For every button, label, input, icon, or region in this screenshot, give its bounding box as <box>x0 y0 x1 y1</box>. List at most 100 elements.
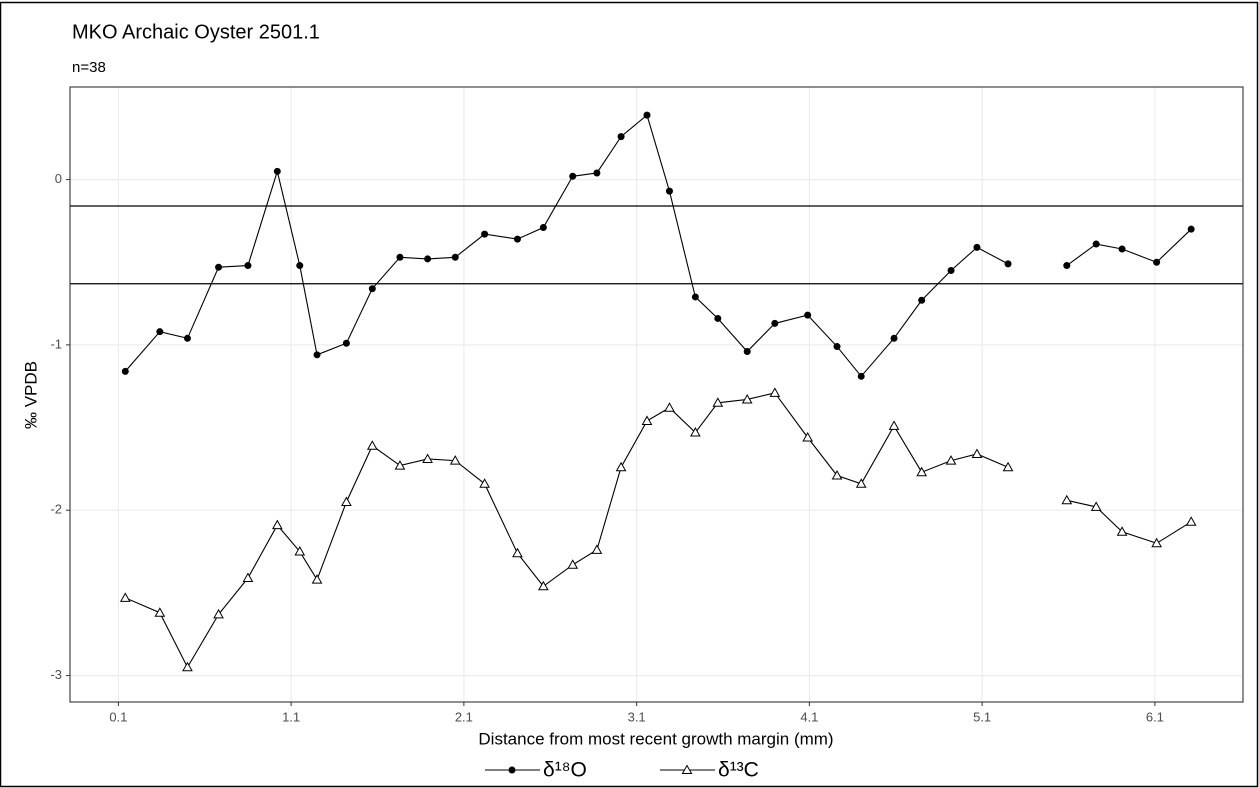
x-tick-label: 1.1 <box>282 709 300 724</box>
legend-marker <box>508 766 516 774</box>
point <box>213 608 224 619</box>
point <box>831 469 843 480</box>
point <box>714 314 722 322</box>
point <box>617 133 625 141</box>
point <box>156 328 164 336</box>
point <box>449 455 461 465</box>
point <box>691 293 699 301</box>
point <box>182 661 193 672</box>
point <box>741 393 753 404</box>
point <box>591 544 603 554</box>
point <box>183 334 191 342</box>
point <box>641 415 653 425</box>
point <box>664 402 675 412</box>
point <box>1153 258 1161 266</box>
point <box>712 397 724 407</box>
y-tick-label: -3 <box>50 667 62 682</box>
point <box>479 478 490 488</box>
x-tick-label: 6.1 <box>1146 709 1164 724</box>
point <box>1002 461 1014 472</box>
point <box>1187 225 1195 233</box>
legend-label: δ¹⁸O <box>543 759 587 782</box>
point <box>1092 240 1100 248</box>
point <box>802 431 814 442</box>
point <box>743 348 751 356</box>
legend-item: δ¹³C <box>660 759 759 782</box>
point <box>273 167 281 175</box>
point <box>593 169 601 177</box>
point <box>567 559 579 569</box>
point <box>569 172 577 180</box>
point <box>1063 262 1071 270</box>
point <box>888 420 900 430</box>
point <box>313 351 321 359</box>
y-axis-label: ‰ VPDB <box>21 361 40 429</box>
point <box>643 111 651 119</box>
point <box>537 580 549 591</box>
point <box>539 224 547 232</box>
point <box>396 253 404 261</box>
x-tick-label: 4.1 <box>800 709 818 724</box>
point <box>242 572 254 583</box>
y-tick-label: -1 <box>50 336 62 351</box>
point <box>121 367 129 375</box>
legend-item: δ¹⁸O <box>485 759 587 782</box>
point <box>422 453 433 463</box>
point <box>973 243 981 251</box>
point <box>890 334 898 342</box>
point <box>154 607 166 617</box>
point <box>771 319 779 327</box>
point <box>1151 537 1162 548</box>
x-tick-label: 0.1 <box>109 709 127 724</box>
x-tick-label: 2.1 <box>455 709 473 724</box>
x-tick-label: 3.1 <box>628 709 646 724</box>
point <box>368 285 376 293</box>
point <box>342 339 350 347</box>
point <box>947 267 955 275</box>
point <box>1116 526 1128 536</box>
point <box>971 448 983 459</box>
point <box>296 262 304 270</box>
point <box>513 235 521 243</box>
point <box>394 460 406 470</box>
point <box>271 519 283 530</box>
y-tick-label: -2 <box>50 502 62 517</box>
chart-title: MKO Archaic Oyster 2501.1 <box>72 21 320 43</box>
point <box>1061 494 1073 505</box>
panel-border <box>69 86 1244 703</box>
point <box>1185 516 1197 526</box>
legend-label: δ¹³C <box>718 759 759 782</box>
point <box>1004 260 1012 268</box>
point <box>615 461 627 472</box>
point <box>424 255 432 263</box>
point <box>294 546 306 556</box>
point <box>451 253 459 261</box>
point <box>244 262 252 270</box>
point <box>311 574 323 584</box>
point <box>366 440 378 450</box>
point <box>665 187 673 195</box>
point <box>916 466 928 477</box>
legend-marker <box>681 764 693 774</box>
point <box>833 343 841 351</box>
point <box>857 372 865 380</box>
point <box>481 230 489 238</box>
y-tick-label: 0 <box>55 171 62 186</box>
point <box>341 496 352 506</box>
point <box>119 592 131 602</box>
point <box>690 427 701 437</box>
point <box>1090 501 1102 511</box>
x-tick-label: 5.1 <box>973 709 991 724</box>
chart-subtitle: n=38 <box>72 59 106 76</box>
point <box>512 547 523 558</box>
point <box>945 455 957 465</box>
point <box>215 263 223 271</box>
x-axis-label: Distance from most recent growth margin … <box>478 729 833 748</box>
plot-panel <box>70 87 1243 702</box>
point <box>918 296 926 304</box>
point <box>855 478 867 488</box>
point <box>1118 245 1126 253</box>
point <box>769 387 781 397</box>
